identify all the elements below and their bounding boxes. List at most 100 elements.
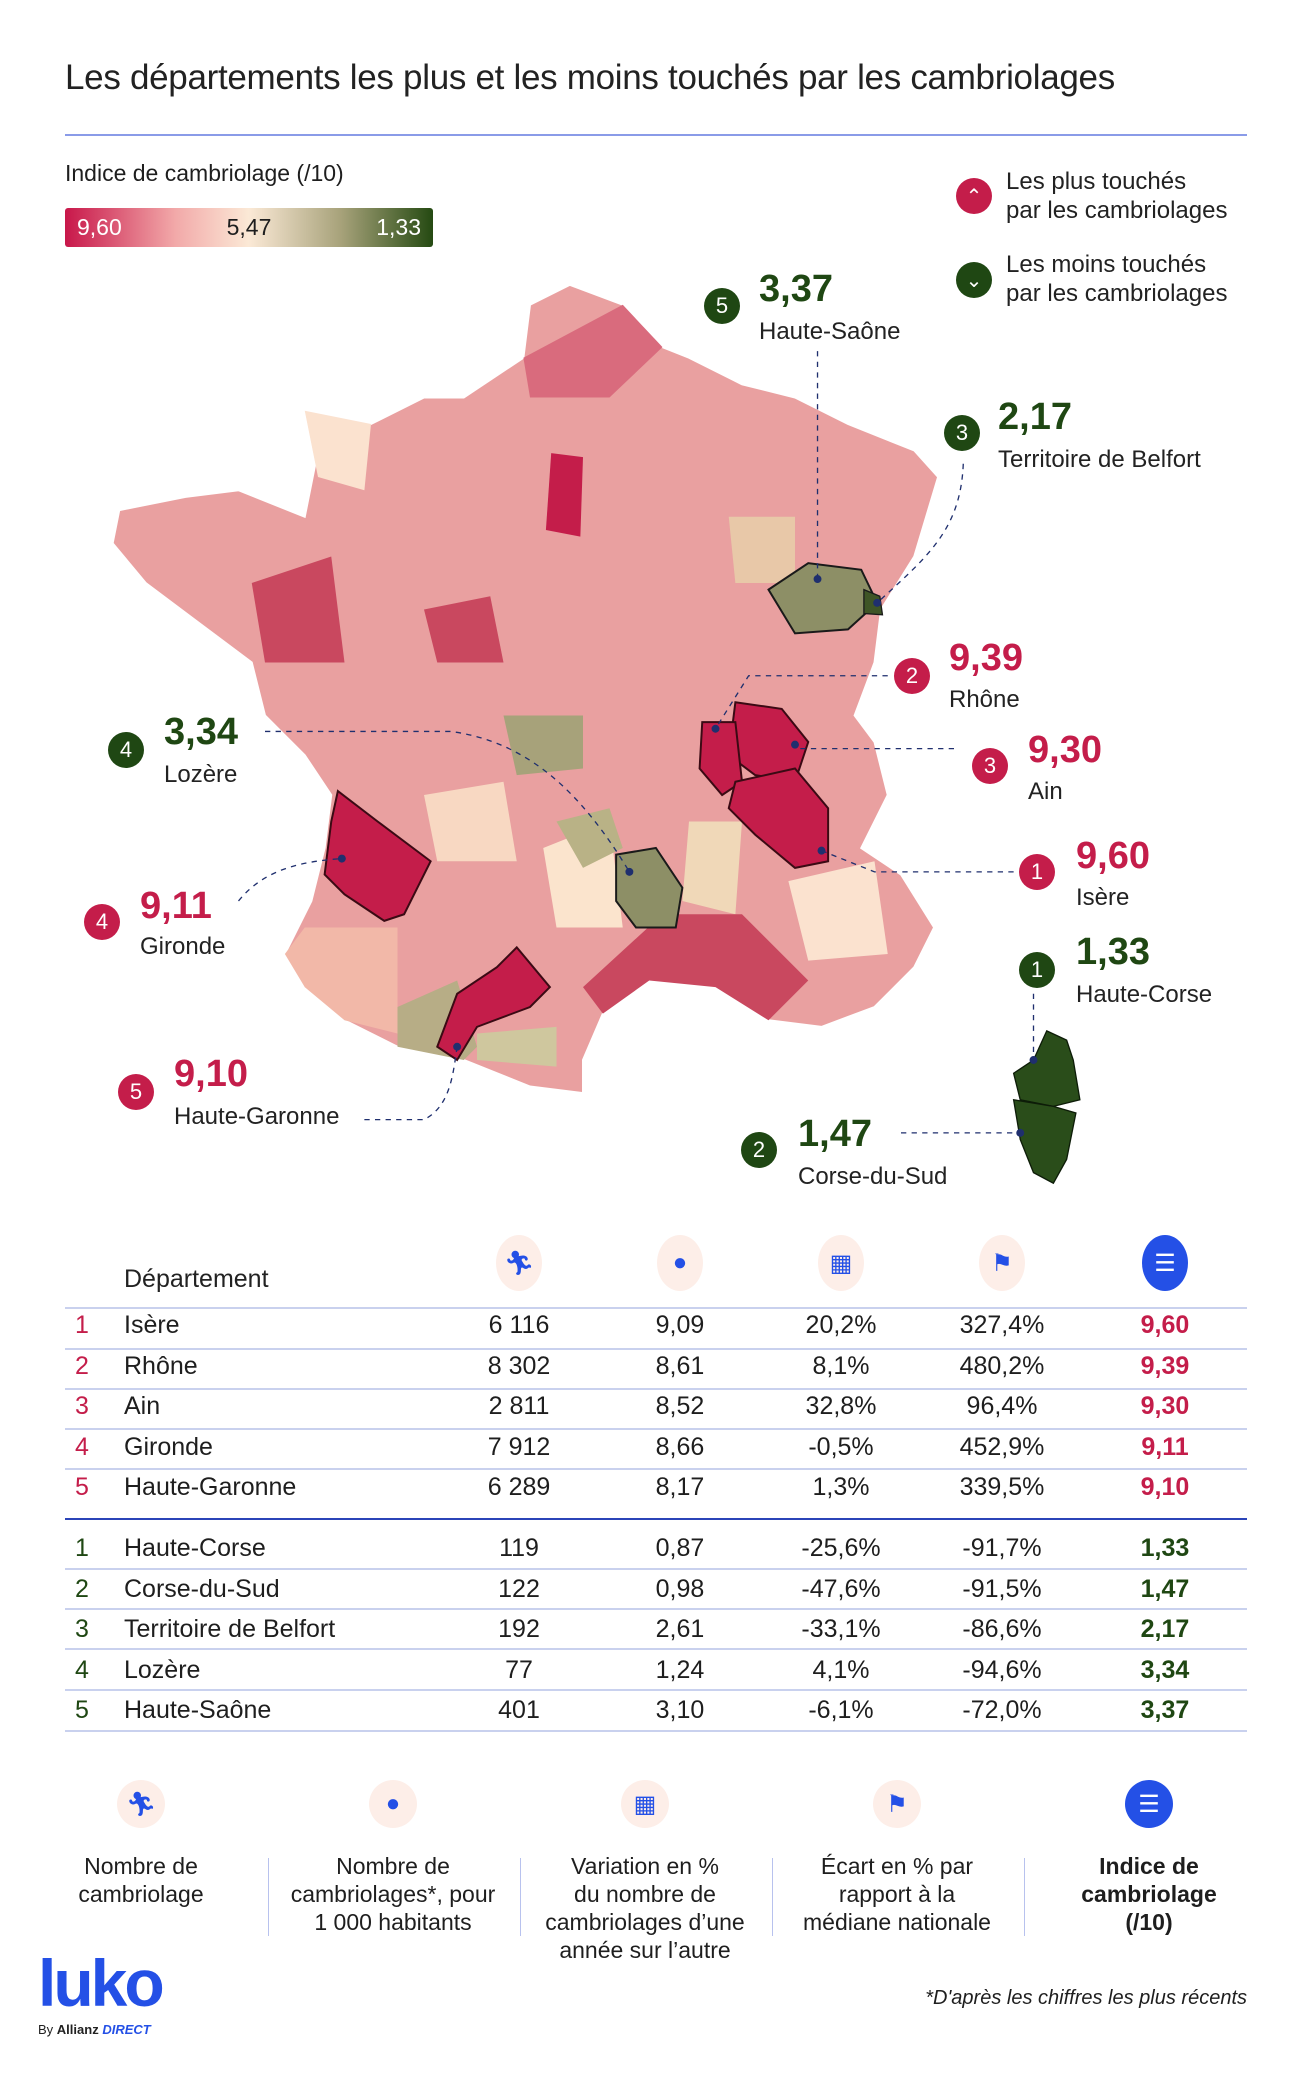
by-text: By: [38, 2022, 54, 2037]
label-line: (/10): [1125, 1909, 1173, 1935]
value-cell: 6 116: [488, 1311, 550, 1339]
callout-value: 9,10: [174, 1053, 248, 1095]
department-corse-du-sud: [1012, 1098, 1077, 1185]
divider: [1024, 1858, 1025, 1936]
footer-legend-label: Nombre de cambriolage: [21, 1852, 261, 1908]
value-cell: 1,24: [655, 1655, 705, 1684]
row-divider: [65, 1730, 1247, 1732]
department: [477, 1026, 557, 1067]
label-line: cambriolages d’une: [545, 1909, 745, 1935]
value-cell: 3,10: [655, 1696, 705, 1724]
label-line: rapport à la: [838, 1881, 956, 1907]
value-cell: -91,7%: [962, 1534, 1042, 1562]
rank-cell: 5: [75, 1696, 89, 1724]
legend-title: Indice de cambriolage (/10): [65, 160, 344, 186]
value-cell: 122: [498, 1574, 540, 1603]
value-cell: 8,61: [655, 1351, 705, 1380]
label-line: du nombre de: [574, 1881, 716, 1907]
rank-cell: 1: [75, 1311, 89, 1339]
french-flag-icon: ⚑: [873, 1780, 921, 1828]
partner-name-2: DIRECT: [102, 2022, 151, 2037]
callout-value: 2,17: [998, 396, 1072, 438]
department-rhone: [698, 721, 744, 797]
department: [304, 410, 371, 491]
rank-badge: 2: [741, 1132, 777, 1168]
department-cell: Territoire de Belfort: [124, 1615, 336, 1643]
callout-value: 9,11: [140, 885, 212, 927]
rank-cell: 2: [75, 1574, 89, 1603]
person-icon: ●: [369, 1780, 417, 1828]
rank-cell: 2: [75, 1351, 89, 1380]
runner-icon: 🏃︎: [496, 1235, 542, 1291]
label-line: 1 000 habitants: [314, 1909, 472, 1935]
chevron-down-icon: ⌄: [956, 262, 992, 298]
rank-badge: 4: [84, 904, 120, 940]
value-cell: 1,3%: [812, 1473, 870, 1501]
department-territoire-de-belfort: [863, 588, 884, 616]
france-map: [111, 283, 1081, 1185]
footer-legend-label: Variation en % du nombre de cambriolages d…: [525, 1852, 765, 1964]
section-divider: [65, 1518, 1247, 1520]
value-cell: -25,6%: [801, 1534, 881, 1562]
rank-cell: 4: [75, 1432, 89, 1461]
footer-legend-label: Nombre de cambriolages*, pour 1 000 habita…: [273, 1852, 513, 1936]
index-cell: 3,34: [1140, 1655, 1190, 1684]
label-line: Écart en % par: [820, 1853, 974, 1879]
partner-name: Allianz: [56, 2022, 99, 2037]
callout-value: 9,30: [1028, 729, 1102, 771]
label-line: Nombre de: [336, 1853, 450, 1879]
list-icon: ☰: [1142, 1235, 1188, 1291]
list-icon: ☰: [1125, 1780, 1173, 1828]
department: [545, 453, 583, 537]
page-title: Les départements les plus et les moins t…: [65, 58, 1115, 97]
value-cell: 77: [505, 1655, 533, 1684]
rank-cell: 5: [75, 1473, 89, 1501]
rank-badge: 4: [108, 732, 144, 768]
value-cell: 0,87: [655, 1534, 705, 1562]
label-line: cambriolage: [1081, 1881, 1217, 1907]
value-cell: 8,66: [655, 1432, 705, 1461]
brand-byline: By Allianz DIRECT: [38, 2022, 151, 2037]
index-cell: 9,39: [1140, 1351, 1190, 1380]
legend-most: Les plus touchés par les cambriolages: [1006, 167, 1227, 225]
department: [251, 556, 345, 663]
value-cell: -47,6%: [801, 1574, 881, 1603]
callout-name: Rhône: [949, 686, 1020, 713]
value-cell: 20,2%: [805, 1311, 877, 1339]
value-cell: -94,6%: [962, 1655, 1042, 1684]
department-haute-corse: [1012, 1029, 1081, 1108]
value-cell: 4,1%: [812, 1655, 870, 1684]
value-cell: 339,5%: [959, 1473, 1045, 1501]
rank-badge: 1: [1019, 854, 1055, 890]
row-divider: [65, 1388, 1247, 1390]
value-cell: 7 912: [487, 1432, 551, 1461]
callout-value: 1,47: [798, 1113, 872, 1155]
department: [424, 596, 504, 663]
value-cell: 2,61: [655, 1615, 705, 1643]
calendar-icon: ▦: [621, 1780, 669, 1828]
index-cell: 9,60: [1140, 1311, 1190, 1339]
department: [556, 808, 623, 868]
department-cell: Ain: [124, 1392, 161, 1420]
title-divider: [65, 134, 1247, 136]
value-cell: 452,9%: [959, 1432, 1045, 1461]
index-cell: 1,47: [1140, 1574, 1190, 1603]
row-divider: [65, 1468, 1247, 1470]
legend-most-line2: par les cambriolages: [1006, 197, 1228, 224]
value-cell: 8 302: [487, 1351, 551, 1380]
callout-value: 9,39: [949, 637, 1023, 679]
rank-cell: 1: [75, 1534, 89, 1562]
department-cell: Haute-Corse: [124, 1534, 266, 1562]
value-cell: 96,4%: [966, 1392, 1038, 1420]
rank-badge: 3: [972, 748, 1008, 784]
footer-legend-label: Écart en % par rapport à la médiane nation…: [777, 1852, 1017, 1936]
index-cell: 3,37: [1140, 1696, 1190, 1724]
table-header-departement: Département: [124, 1265, 269, 1293]
department: [424, 781, 517, 862]
department: [583, 914, 809, 1021]
value-cell: 32,8%: [805, 1392, 877, 1420]
label-line: cambriolages*, pour: [290, 1881, 496, 1907]
person-icon: ●: [657, 1235, 703, 1291]
callout-name: Corse-du-Sud: [798, 1163, 948, 1190]
value-cell: 480,2%: [959, 1351, 1045, 1380]
